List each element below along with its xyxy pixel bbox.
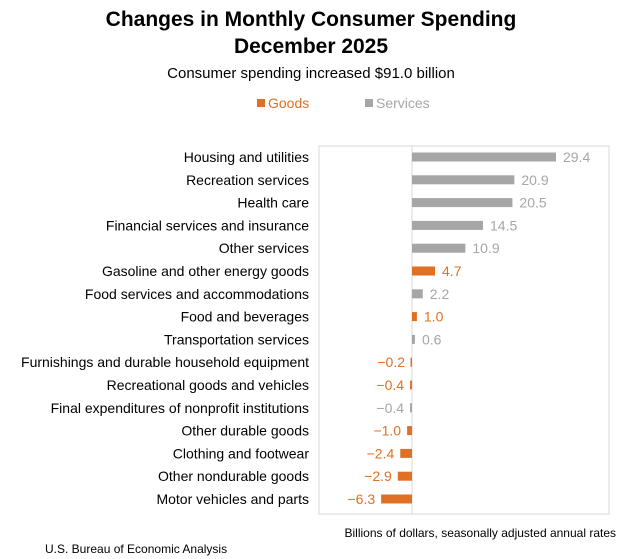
category-label: Other nondurable goods: [158, 468, 309, 484]
bar: [412, 334, 415, 344]
data-label: 4.7: [442, 263, 462, 279]
category-label: Food services and accommodations: [85, 286, 309, 302]
category-label: Transportation services: [164, 331, 309, 347]
bar: [412, 289, 423, 299]
bar: [412, 312, 417, 322]
data-label: −0.4: [376, 400, 404, 416]
data-label: 1.0: [424, 309, 444, 325]
chart-subtitle: Consumer spending increased $91.0 billio…: [167, 65, 455, 82]
legend-label-goods: Goods: [268, 95, 310, 111]
category-label: Final expenditures of nonprofit institut…: [51, 400, 309, 416]
axis-note: Billions of dollars, seasonally adjusted…: [344, 526, 617, 540]
data-label: −1.0: [373, 423, 401, 439]
data-label: 14.5: [490, 217, 517, 233]
bar: [412, 152, 556, 162]
bar: [412, 175, 515, 185]
category-label: Food and beverages: [181, 309, 309, 325]
category-label: Financial services and insurance: [106, 217, 309, 233]
category-label: Other services: [219, 240, 309, 256]
category-label: Motor vehicles and parts: [156, 491, 309, 507]
category-label: Health care: [237, 195, 309, 211]
category-label: Clothing and footwear: [173, 445, 310, 461]
bar: [412, 266, 436, 276]
data-label: 0.6: [422, 331, 442, 347]
data-label: −6.3: [348, 491, 376, 507]
data-label: −0.2: [377, 354, 405, 370]
bar: [397, 471, 412, 481]
bar: [400, 448, 412, 458]
source-credit: U.S. Bureau of Economic Analysis: [45, 542, 228, 556]
legend-swatch-goods: [257, 99, 265, 107]
bar: [412, 198, 513, 208]
data-label: −0.4: [376, 377, 404, 393]
legend-swatch-services: [365, 99, 373, 107]
legend-item-services: Services: [365, 94, 430, 112]
bar: [410, 357, 412, 367]
category-label: Gasoline and other energy goods: [102, 263, 309, 279]
chart-title-date: December 2025: [233, 35, 389, 58]
bar: [407, 426, 412, 436]
data-label: 20.9: [521, 172, 548, 188]
bar: [410, 403, 412, 413]
bar: [412, 243, 466, 253]
data-label: 20.5: [519, 195, 546, 211]
chart-title: Changes in Monthly Consumer Spending: [105, 8, 517, 31]
data-label: 29.4: [563, 149, 590, 165]
bar: [410, 380, 412, 390]
data-label: −2.9: [364, 468, 392, 484]
category-label: Housing and utilities: [184, 149, 309, 165]
category-label: Furnishings and durable household equipm…: [21, 354, 309, 370]
data-label: −2.4: [367, 445, 395, 461]
category-label: Recreation services: [186, 172, 309, 188]
data-label: 10.9: [472, 240, 499, 256]
legend-label-services: Services: [376, 95, 430, 111]
category-label: Recreational goods and vehicles: [107, 377, 309, 393]
plot-area-frame: [318, 145, 610, 515]
bar: [412, 220, 484, 230]
bar: [381, 494, 412, 504]
legend-item-goods: Goods: [257, 94, 309, 112]
category-label: Other durable goods: [181, 423, 309, 439]
data-label: 2.2: [430, 286, 450, 302]
